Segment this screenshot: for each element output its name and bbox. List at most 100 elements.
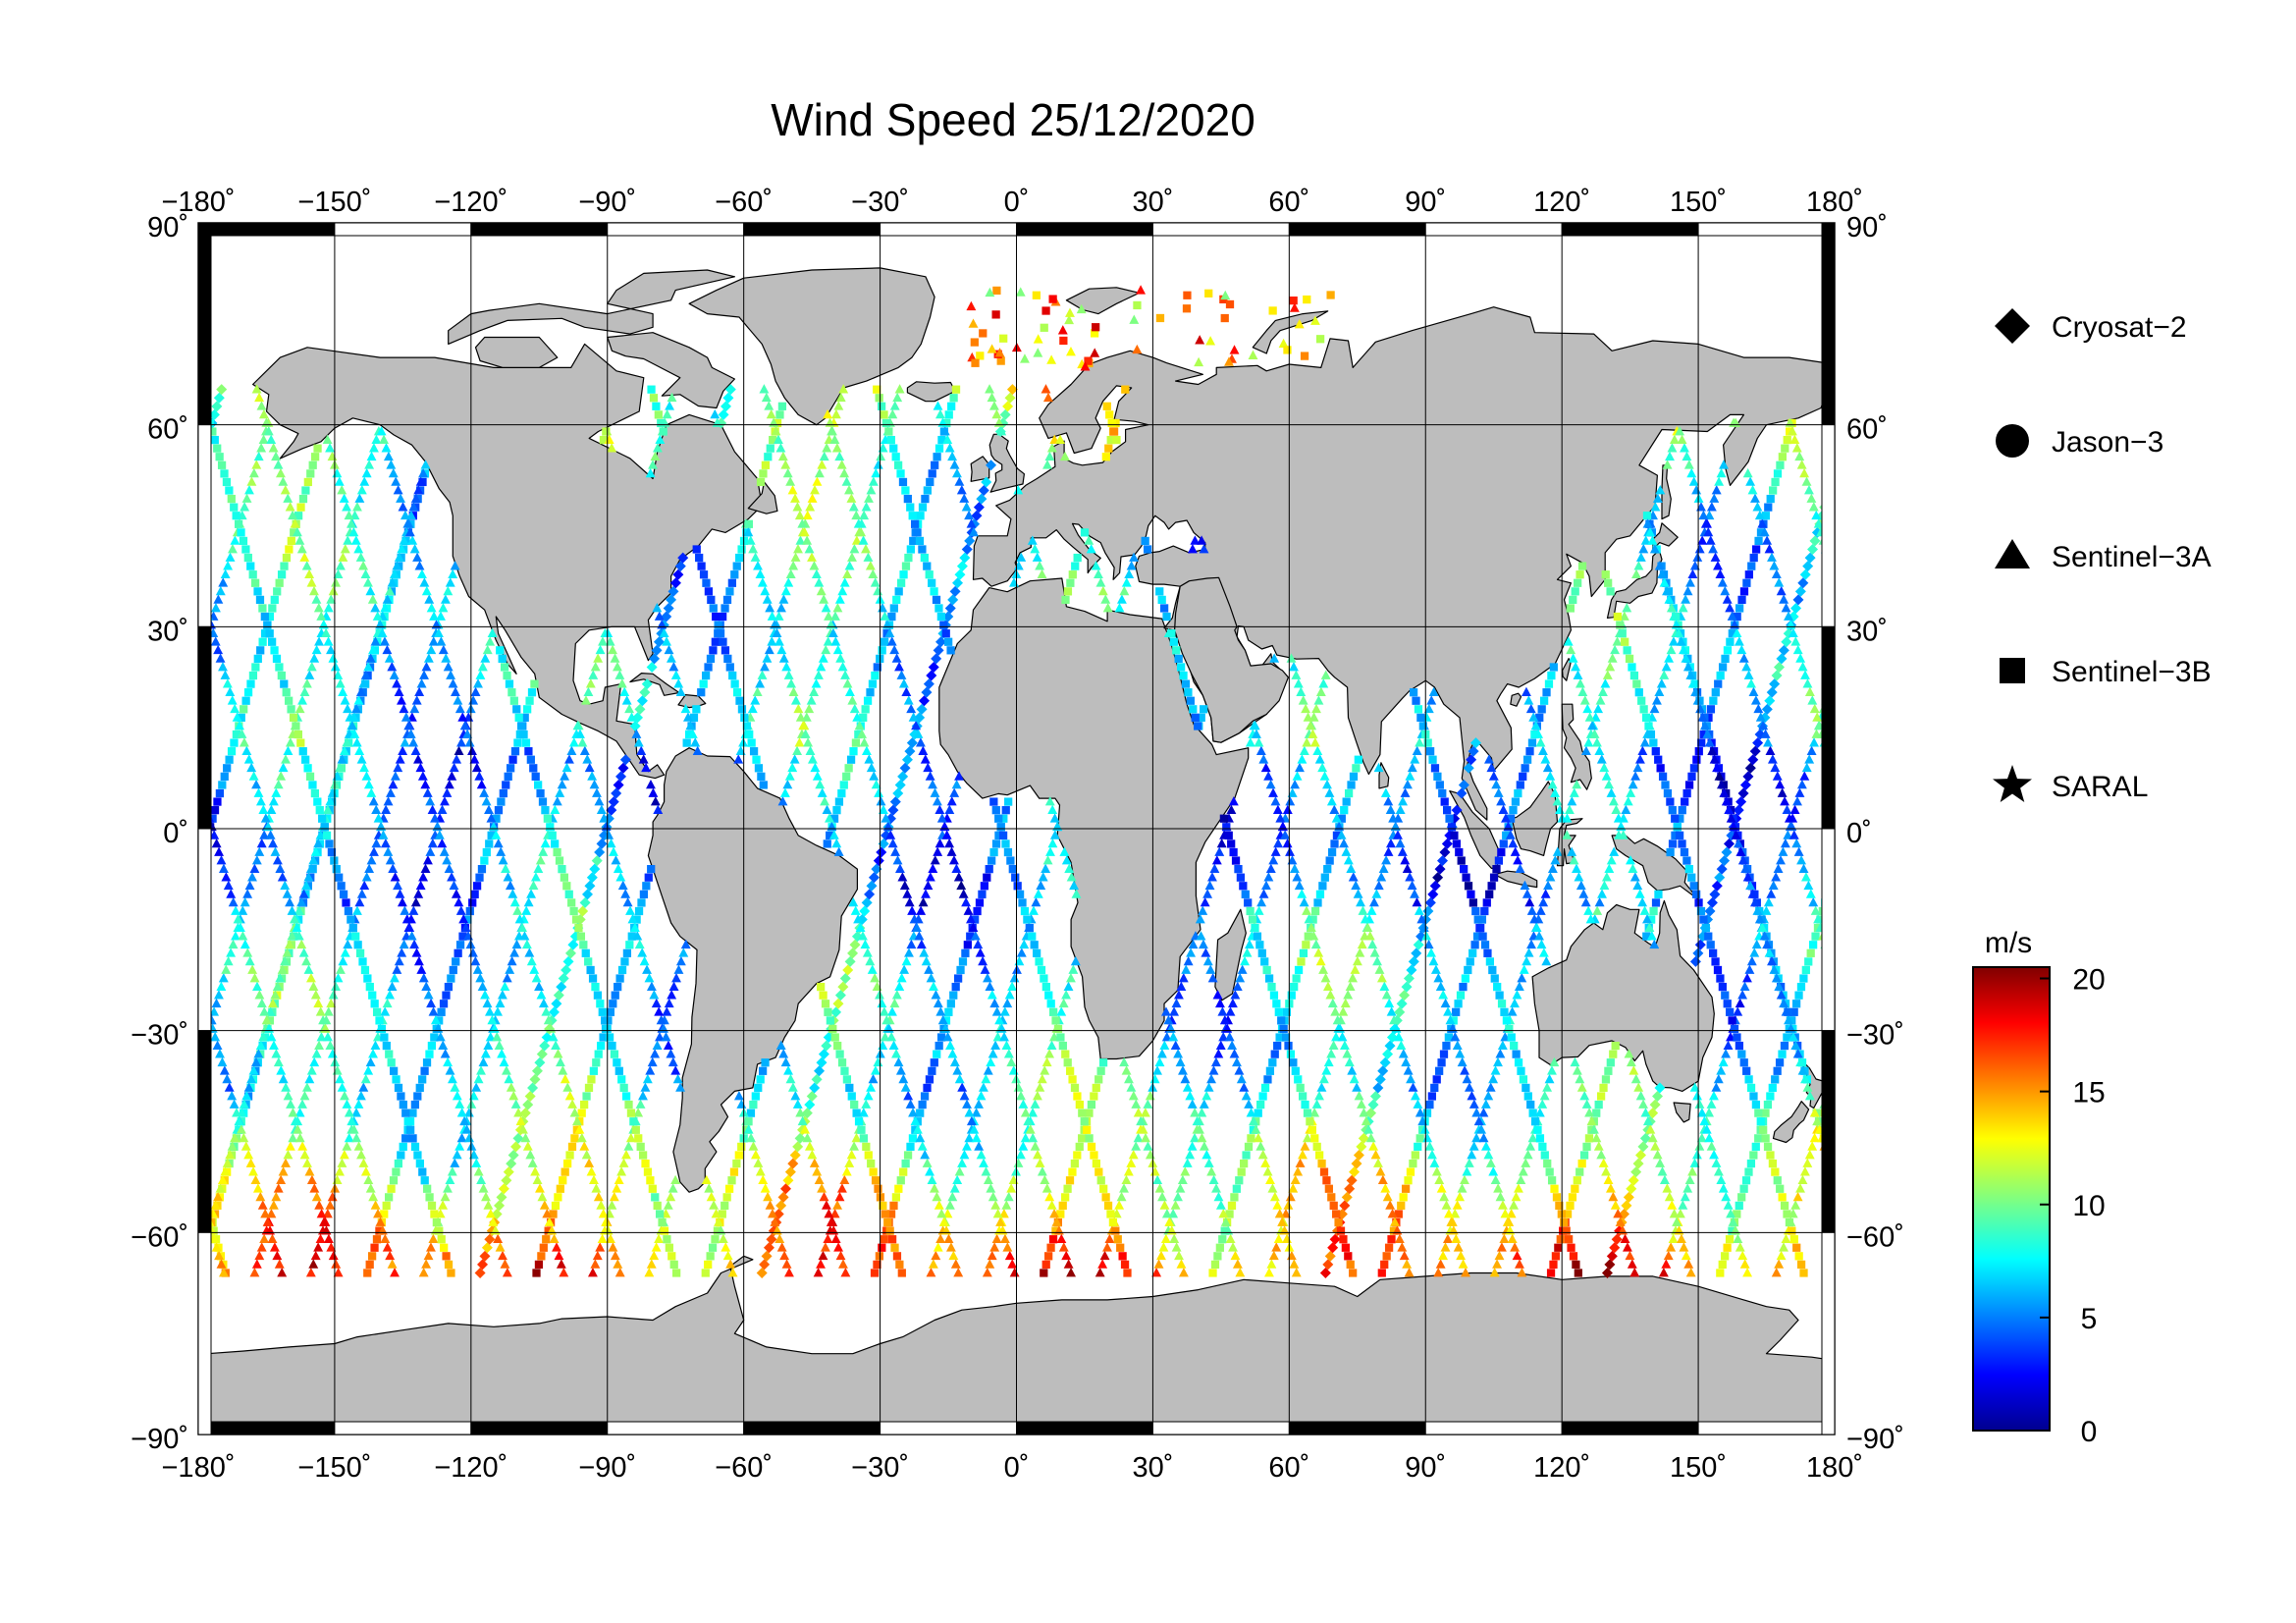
track-marker bbox=[1728, 1016, 1736, 1025]
lat-tick-label: 60˚ bbox=[1846, 414, 1888, 446]
track-marker bbox=[213, 594, 224, 604]
track-marker bbox=[667, 392, 677, 403]
track-marker bbox=[849, 1141, 860, 1151]
track-marker bbox=[753, 561, 763, 570]
track-marker bbox=[966, 914, 976, 924]
track-marker bbox=[1582, 1142, 1591, 1152]
track-marker bbox=[776, 602, 786, 613]
track-marker bbox=[519, 931, 530, 941]
track-marker bbox=[783, 670, 794, 679]
track-marker bbox=[1011, 873, 1020, 882]
track-marker bbox=[1268, 855, 1279, 865]
lon-tick-label: 30˚ bbox=[1132, 1452, 1173, 1484]
track-marker bbox=[590, 1259, 601, 1269]
track-marker bbox=[1492, 865, 1501, 874]
track-marker bbox=[634, 703, 646, 715]
track-marker bbox=[437, 1007, 446, 1016]
track-marker bbox=[1784, 611, 1793, 621]
track-marker bbox=[1750, 896, 1760, 907]
track-marker bbox=[1687, 568, 1698, 579]
lat-tick-label: 90˚ bbox=[147, 212, 188, 243]
track-marker bbox=[945, 1242, 956, 1252]
track-marker bbox=[503, 1166, 514, 1178]
track-marker bbox=[832, 806, 841, 815]
track-marker bbox=[1035, 561, 1045, 570]
track-marker bbox=[980, 882, 988, 891]
track-marker bbox=[260, 612, 269, 622]
track-marker bbox=[619, 1083, 628, 1093]
track-marker bbox=[1689, 1158, 1700, 1167]
track-marker bbox=[504, 772, 512, 781]
track-marker bbox=[444, 863, 454, 873]
track-marker bbox=[1063, 1184, 1072, 1193]
track-marker bbox=[244, 880, 255, 891]
track-marker bbox=[1723, 646, 1733, 655]
track-marker bbox=[906, 1142, 915, 1152]
track-marker bbox=[310, 1250, 321, 1261]
track-marker bbox=[1714, 771, 1725, 781]
track-marker bbox=[1308, 931, 1319, 941]
track-marker bbox=[806, 1091, 818, 1103]
track-marker bbox=[1522, 755, 1532, 764]
track-marker bbox=[1476, 923, 1485, 933]
track-marker bbox=[1637, 745, 1648, 756]
track-marker bbox=[1097, 585, 1108, 596]
track-marker bbox=[388, 863, 399, 873]
track-marker bbox=[759, 1259, 771, 1271]
track-marker bbox=[246, 762, 257, 773]
track-marker bbox=[1452, 1040, 1463, 1050]
track-marker bbox=[1298, 695, 1308, 705]
track-marker bbox=[1804, 485, 1814, 495]
track-marker bbox=[1269, 653, 1280, 663]
track-marker bbox=[724, 1184, 734, 1193]
track-marker bbox=[297, 695, 307, 705]
track-marker bbox=[844, 561, 855, 570]
track-marker bbox=[1795, 1056, 1806, 1067]
track-marker bbox=[1646, 931, 1657, 941]
track-marker bbox=[1415, 737, 1425, 747]
track-marker bbox=[767, 636, 777, 646]
track-marker bbox=[390, 771, 400, 781]
track-marker bbox=[1325, 856, 1334, 865]
track-marker bbox=[732, 562, 741, 570]
track-marker bbox=[299, 552, 310, 562]
track-marker bbox=[288, 510, 298, 520]
track-marker bbox=[408, 1134, 417, 1143]
track-marker bbox=[898, 477, 908, 487]
track-marker bbox=[246, 679, 255, 688]
triangle-icon bbox=[1995, 539, 2030, 568]
track-marker bbox=[744, 519, 754, 528]
track-marker bbox=[614, 1066, 623, 1075]
track-marker bbox=[536, 990, 547, 1000]
track-marker bbox=[1709, 1149, 1720, 1160]
track-marker bbox=[809, 1158, 820, 1167]
track-marker bbox=[282, 553, 292, 563]
track-marker bbox=[976, 352, 985, 360]
track-marker bbox=[299, 1149, 310, 1160]
track-marker bbox=[1735, 846, 1746, 856]
track-marker bbox=[1779, 594, 1789, 604]
track-marker bbox=[1716, 671, 1725, 680]
track-marker bbox=[1649, 939, 1660, 949]
track-marker bbox=[811, 1073, 823, 1085]
track-marker bbox=[807, 1149, 818, 1160]
track-marker bbox=[875, 990, 884, 1000]
track-marker bbox=[647, 865, 656, 874]
track-marker bbox=[239, 1099, 249, 1109]
track-marker bbox=[499, 788, 507, 798]
track-marker bbox=[749, 747, 759, 756]
track-marker bbox=[876, 846, 887, 858]
track-marker bbox=[260, 813, 271, 823]
track-marker bbox=[389, 670, 400, 679]
track-marker bbox=[1397, 1242, 1408, 1252]
track-marker bbox=[857, 729, 868, 738]
track-marker bbox=[359, 476, 370, 486]
track-marker bbox=[313, 797, 322, 806]
track-marker bbox=[1547, 1176, 1557, 1185]
track-marker bbox=[1096, 1176, 1105, 1185]
track-marker bbox=[587, 771, 598, 781]
track-marker bbox=[1227, 1201, 1237, 1211]
track-marker bbox=[497, 797, 506, 806]
track-marker bbox=[849, 703, 860, 714]
track-marker bbox=[1192, 1115, 1202, 1126]
